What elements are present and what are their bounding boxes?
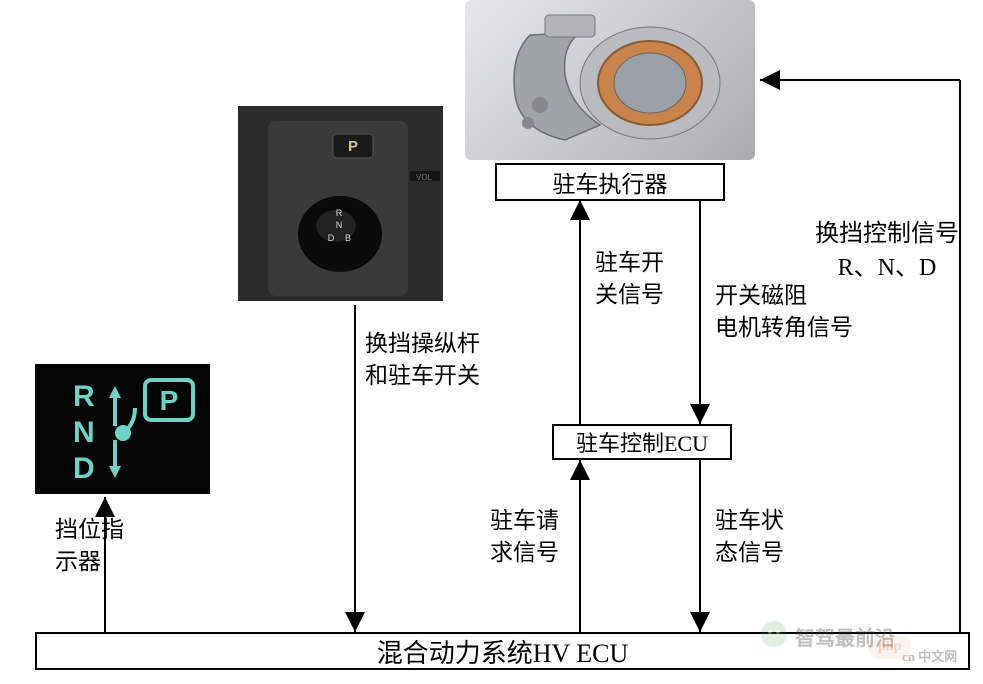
svg-text:D: D — [328, 233, 335, 243]
park-status-label: 驻车状 态信号 — [715, 505, 784, 569]
parking-ecu-box: 驻车控制ECU — [552, 424, 732, 460]
shift-lever-label: 换挡操纵杆 和驻车开关 — [365, 328, 480, 392]
svg-text:P: P — [348, 138, 358, 155]
park-switch-signal-label: 驻车开 关信号 — [595, 247, 664, 311]
svg-text:R: R — [73, 380, 95, 413]
svg-text:VOL: VOL — [416, 173, 433, 182]
php-cn-watermark: cn 中文网 — [902, 646, 957, 665]
svg-text:N: N — [336, 220, 343, 230]
reluctance-signal-label: 开关磁阻 电机转角信号 — [715, 280, 853, 344]
park-request-label: 驻车请 求信号 — [490, 505, 559, 569]
hv-ecu-label: 混合动力系统HV ECU — [377, 633, 629, 670]
transmission-photo — [465, 0, 755, 160]
gear-indicator-display: R N D P — [35, 364, 210, 494]
svg-text:B: B — [345, 233, 351, 243]
svg-text:R: R — [336, 208, 343, 218]
parking-ecu-label: 驻车控制ECU — [576, 426, 708, 458]
svg-text:P: P — [160, 385, 179, 416]
shift-console-photo: P R N D B VOL — [238, 106, 443, 301]
shift-control-signal-label: 换挡控制信号 R、N、D — [815, 218, 959, 285]
gear-indicator-label: 挡位指 示器 — [55, 514, 124, 578]
actuator-label: 驻车执行器 — [553, 165, 668, 199]
wechat-watermark-icon — [760, 620, 788, 648]
svg-text:N: N — [73, 416, 95, 449]
actuator-box: 驻车执行器 — [495, 163, 725, 201]
svg-text:D: D — [73, 452, 95, 485]
